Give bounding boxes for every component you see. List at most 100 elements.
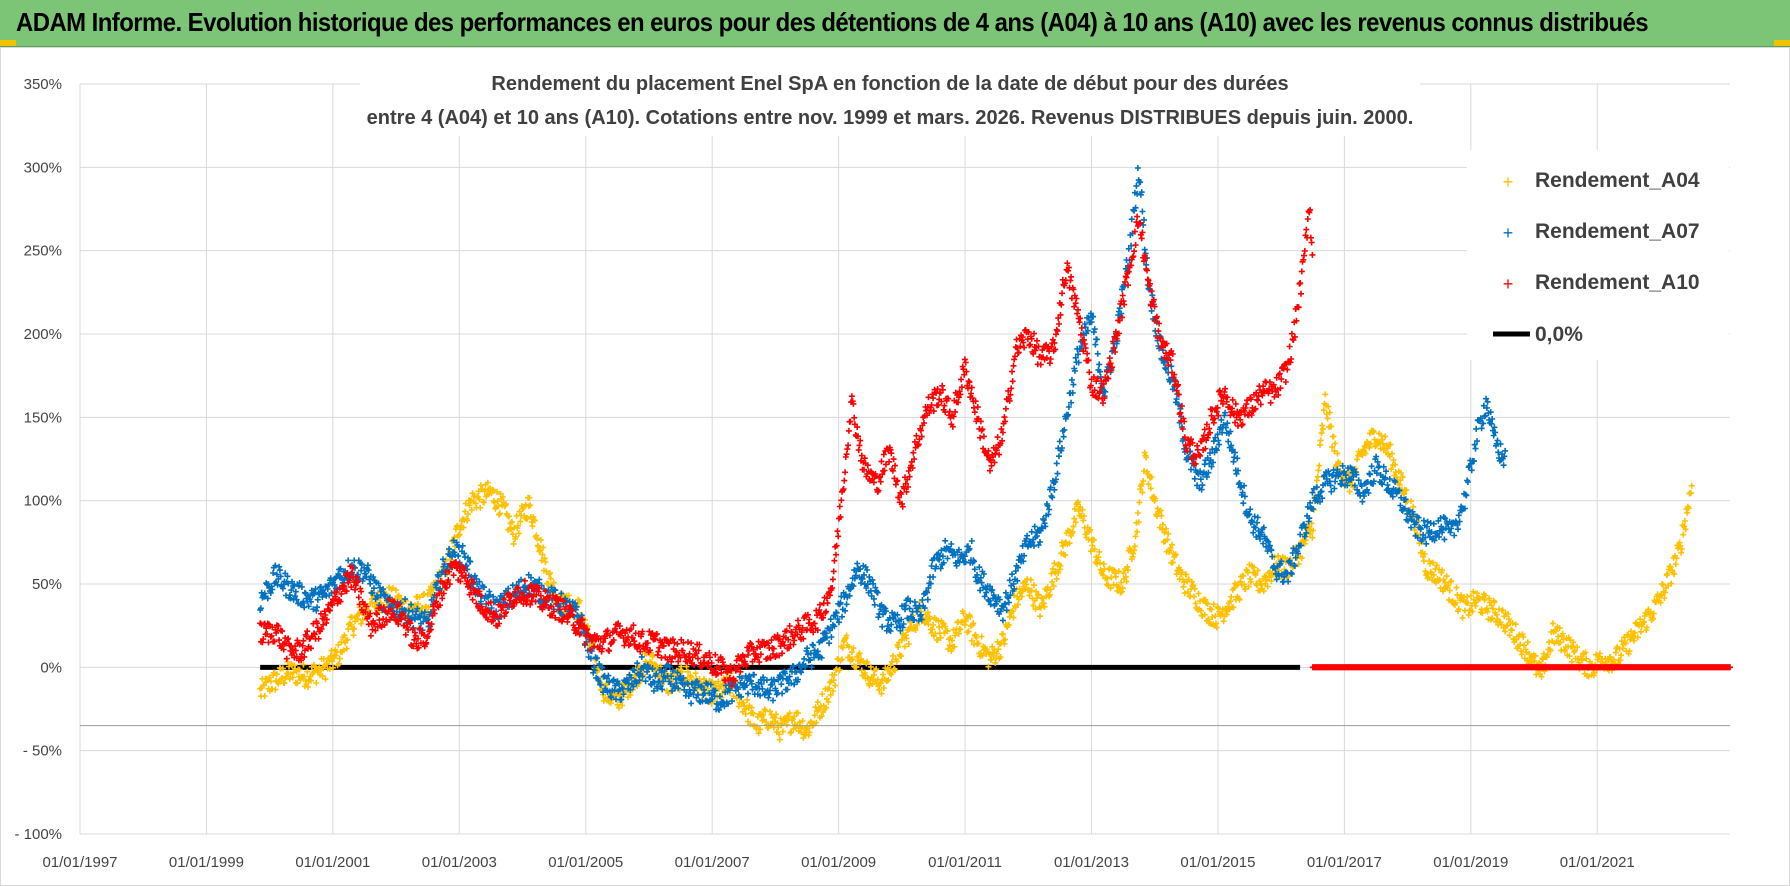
a04-point — [1181, 590, 1188, 597]
a10-point — [283, 655, 290, 662]
a07-point — [906, 605, 913, 612]
a07-point — [745, 690, 751, 697]
a04-point — [1163, 525, 1169, 532]
a04-point — [509, 518, 515, 525]
a04-point — [1240, 573, 1247, 579]
a04-point — [1195, 590, 1202, 597]
a04-point — [1298, 555, 1305, 562]
a04-point — [819, 691, 826, 697]
a04-point — [300, 661, 307, 668]
a10-point — [1131, 248, 1138, 255]
a04-point — [1044, 584, 1051, 591]
a07-point — [1216, 441, 1223, 448]
a07-point — [276, 567, 283, 574]
a07-point — [1234, 455, 1241, 462]
a04-point — [1320, 407, 1327, 414]
a04-point — [1053, 575, 1060, 582]
a07-point — [1054, 470, 1061, 477]
a04-point — [893, 658, 900, 665]
a04-point — [960, 610, 967, 617]
a10-point — [1301, 248, 1308, 254]
a04-point — [825, 699, 832, 705]
a04-point — [1379, 440, 1386, 447]
a04-point — [965, 628, 972, 635]
a07-point — [879, 623, 886, 630]
a04-point — [1119, 585, 1126, 592]
a04-point — [468, 506, 475, 513]
a07-point — [871, 601, 878, 608]
a10-point — [1078, 325, 1085, 331]
a10-point — [851, 414, 858, 421]
a04-point — [531, 517, 538, 524]
a10-point — [824, 600, 831, 607]
a07-point — [345, 557, 352, 564]
a04-point — [1172, 551, 1179, 558]
a10-point — [1276, 370, 1283, 377]
a04-point — [1230, 604, 1237, 611]
a04-point — [261, 693, 268, 699]
a07-point — [1225, 438, 1232, 445]
a04-point — [469, 490, 476, 497]
a04-point — [1140, 478, 1147, 484]
a10-point — [369, 626, 376, 633]
a04-point — [742, 711, 749, 717]
a10-point — [971, 409, 978, 416]
a04-point — [304, 668, 311, 675]
a04-point — [1072, 519, 1079, 526]
a04-point — [1324, 415, 1331, 422]
a04-point — [1403, 487, 1410, 494]
a04-point — [887, 662, 894, 669]
a04-point — [1164, 536, 1171, 543]
a04-point — [540, 544, 547, 551]
a04-point — [327, 653, 334, 660]
a10-point — [450, 572, 457, 579]
a04-point — [1329, 444, 1336, 451]
a10-point — [1010, 362, 1017, 369]
a10-point — [1119, 292, 1126, 299]
a07-point — [1009, 571, 1015, 578]
a04-point — [1028, 587, 1035, 594]
a04-point — [1421, 551, 1428, 557]
a04-point — [267, 678, 274, 685]
a04-point — [1015, 596, 1022, 603]
a04-point — [460, 524, 467, 531]
a10-point — [1229, 396, 1236, 403]
a07-point — [1367, 471, 1373, 478]
a04-point — [1330, 433, 1337, 440]
a04-point — [1247, 578, 1254, 585]
a04-point — [305, 684, 311, 690]
a04-point — [685, 668, 691, 675]
a04-point — [1143, 454, 1150, 461]
a04-point — [389, 585, 396, 591]
a07-point — [930, 574, 937, 580]
a10-point — [1009, 378, 1016, 385]
a04-point — [1213, 624, 1220, 631]
a04-point — [550, 579, 557, 586]
a04-point — [1131, 543, 1138, 550]
a04-point — [853, 664, 860, 671]
a07-point — [942, 537, 949, 544]
a10-point — [1308, 239, 1315, 246]
a10-point — [829, 576, 836, 583]
a04-point — [1132, 533, 1139, 540]
a04-point — [308, 677, 314, 684]
a07-point — [1028, 528, 1035, 535]
a04-point — [1037, 613, 1043, 620]
a04-point — [542, 559, 549, 565]
a10-point — [1181, 418, 1188, 425]
a04-point — [818, 713, 825, 720]
a04-point — [1318, 430, 1325, 437]
a10-point — [958, 376, 965, 383]
a04-point — [1275, 552, 1282, 559]
a04-point — [341, 632, 348, 639]
a10-point — [838, 497, 845, 504]
a04-point — [831, 671, 838, 678]
a04-point — [934, 637, 941, 643]
a04-point — [843, 632, 850, 639]
a10-point — [1298, 290, 1304, 297]
a07-point — [1199, 482, 1206, 489]
a10-point — [842, 469, 849, 476]
a04-point — [1169, 559, 1176, 566]
a04-point — [1009, 608, 1016, 615]
